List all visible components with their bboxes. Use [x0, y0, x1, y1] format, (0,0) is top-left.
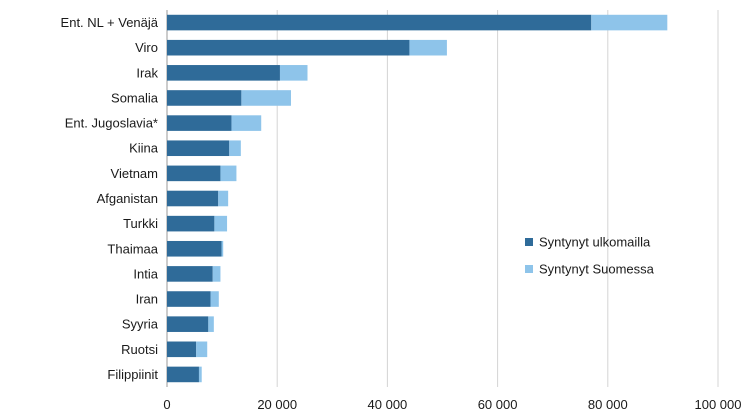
category-label: Iran — [136, 292, 158, 307]
bar-born-abroad — [167, 115, 232, 131]
x-tick-label: 0 — [163, 397, 170, 412]
category-label: Syyria — [122, 317, 159, 332]
bar-born-finland — [229, 140, 241, 157]
category-label: Ent. Jugoslavia* — [65, 116, 158, 131]
legend-label: Syntynyt ulkomailla — [539, 235, 651, 250]
bar-born-abroad — [167, 366, 199, 383]
bar-born-abroad — [167, 341, 197, 358]
x-tick-label: 80 000 — [588, 397, 628, 412]
x-tick-labels: 0 20 000 40 000 60 000 80 000 100 000 — [163, 397, 741, 412]
bar-born-finland — [591, 14, 668, 31]
bar-born-finland — [212, 266, 221, 282]
category-label: Turkki — [123, 216, 158, 231]
bar-born-finland — [196, 341, 208, 358]
bar-born-abroad — [167, 90, 242, 106]
bars — [167, 14, 668, 383]
bar-born-abroad — [167, 140, 230, 157]
bar-born-abroad — [167, 65, 280, 81]
bar-born-abroad — [167, 165, 221, 182]
category-label: Afganistan — [97, 191, 158, 206]
x-tick-label: 40 000 — [368, 397, 408, 412]
bar-born-abroad — [167, 291, 211, 307]
category-label: Ent. NL + Venäjä — [61, 15, 159, 30]
category-label: Vietnam — [111, 166, 158, 181]
legend-swatch — [525, 265, 533, 273]
bar-born-finland — [221, 240, 224, 257]
category-label: Irak — [136, 65, 158, 80]
category-label: Viro — [135, 40, 158, 55]
category-label: Kiina — [129, 141, 159, 156]
bar-born-finland — [208, 316, 214, 332]
x-tick-label: 60 000 — [478, 397, 518, 412]
bar-born-abroad — [167, 240, 222, 257]
legend-swatch — [525, 238, 533, 246]
bar-born-finland — [231, 115, 262, 131]
category-label: Somalia — [111, 90, 159, 105]
bar-born-finland — [279, 65, 308, 81]
bar-born-abroad — [167, 39, 410, 56]
bar-born-finland — [409, 39, 447, 56]
category-labels: Ent. NL + Venäjä Viro Irak Somalia Ent. Jugo… — [61, 15, 159, 382]
bar-born-abroad — [167, 266, 213, 282]
bar-born-abroad — [167, 190, 219, 207]
bar-born-finland — [218, 190, 229, 207]
bar-born-finland — [210, 291, 219, 307]
legend-label: Syntynyt Suomessa — [539, 262, 655, 277]
bar-born-finland — [241, 90, 291, 106]
category-label: Thaimaa — [107, 241, 158, 256]
category-label: Ruotsi — [121, 342, 158, 357]
bar-born-abroad — [167, 316, 209, 332]
x-tick-label: 100 000 — [695, 397, 742, 412]
category-label: Filippiinit — [107, 367, 158, 382]
bar-born-finland — [198, 366, 202, 383]
legend: Syntynyt ulkomailla Syntynyt Suomessa — [525, 235, 655, 277]
bar-born-finland — [220, 165, 237, 182]
category-label: Intia — [133, 266, 158, 281]
bar-born-abroad — [167, 14, 592, 31]
bar-born-finland — [214, 215, 228, 232]
bar-born-abroad — [167, 215, 215, 232]
x-tick-label: 20 000 — [257, 397, 297, 412]
